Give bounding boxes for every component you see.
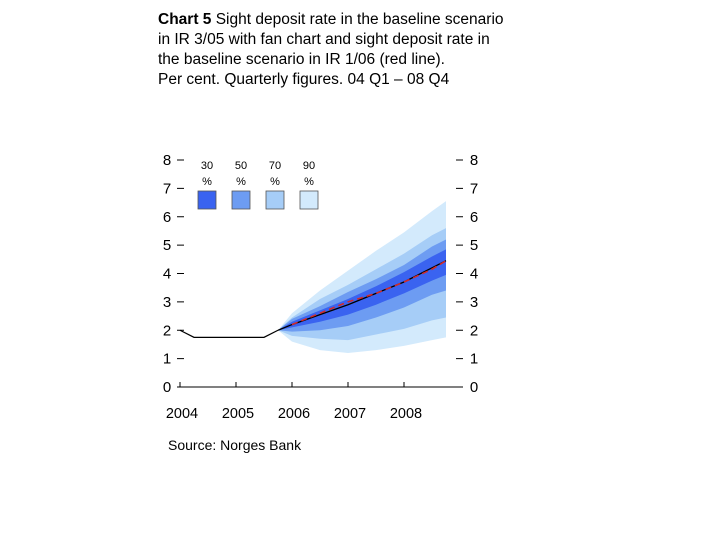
chart-number: Chart 5	[158, 11, 212, 28]
y-tick-label-left: 5	[163, 237, 171, 254]
chart-title-text: Sight deposit rate in the baseline scena…	[158, 11, 504, 68]
legend-swatch	[299, 190, 319, 210]
legend-label-unit: %	[304, 176, 314, 188]
fan-band-30	[278, 249, 446, 331]
y-tick-label-left: 7	[163, 180, 171, 197]
y-tick-label-left: 6	[163, 209, 171, 226]
y-tick-label-right: 1	[470, 351, 478, 368]
legend-label-unit: %	[236, 176, 246, 188]
x-tick-label: 2005	[222, 406, 254, 422]
legend-label: 50	[235, 160, 247, 172]
legend-swatch	[265, 190, 285, 210]
y-tick-label-right: 4	[470, 266, 478, 283]
chart-subtitle: Per cent. Quarterly figures. 04 Q1 – 08 …	[158, 71, 450, 88]
legend-label: 70	[269, 160, 281, 172]
x-tick-label: 2004	[166, 406, 198, 422]
y-tick-label-right: 8	[470, 152, 478, 169]
y-tick-label-right: 2	[470, 322, 478, 339]
legend-label-unit: %	[270, 176, 280, 188]
y-tick-label-left: 8	[163, 152, 171, 169]
y-tick-label-right: 0	[470, 379, 478, 396]
source-note: Source: Norges Bank	[168, 437, 302, 453]
legend-label-unit: %	[202, 176, 212, 188]
y-tick-label-right: 5	[470, 237, 478, 254]
legend-label: 90	[303, 160, 315, 172]
y-tick-label-right: 6	[470, 209, 478, 226]
chart-title: Chart 5 Sight deposit rate in the baseli…	[158, 10, 508, 90]
y-tick-label-left: 0	[163, 379, 171, 396]
y-tick-label-left: 4	[163, 266, 171, 283]
history-line	[179, 329, 279, 338]
x-tick-label: 2007	[334, 406, 366, 422]
y-tick-label-left: 1	[163, 351, 171, 368]
x-tick-label: 2008	[390, 406, 422, 422]
y-tick-label-right: 7	[470, 180, 478, 197]
y-tick-label-right: 3	[470, 294, 478, 311]
red-line-ir-1-06	[291, 260, 447, 326]
x-tick-label: 2006	[278, 406, 310, 422]
legend-swatch	[197, 190, 217, 210]
legend-label: 30	[201, 160, 213, 172]
y-tick-label-left: 2	[163, 322, 171, 339]
legend-swatch	[231, 190, 251, 210]
y-tick-label-left: 3	[163, 294, 171, 311]
fan-band-50	[278, 239, 446, 332]
